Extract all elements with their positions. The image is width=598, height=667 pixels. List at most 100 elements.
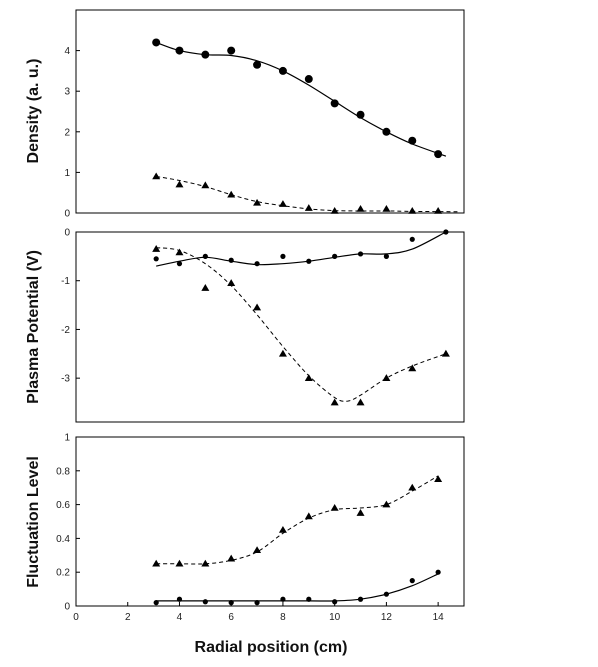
fluctuation-circle-point [435,569,441,575]
fluctuation-circle-series-line [156,573,439,602]
density-circle-point [201,50,210,59]
density-circle-point [253,60,262,69]
fluctuation-triangle-point [304,512,313,520]
fluctuation-circle-point [153,600,159,606]
density-triangle-point [356,204,365,212]
potential-circle-point [176,261,183,267]
density-circle-point [330,99,339,108]
potential-circle-point [409,236,415,242]
potential-triangle-series-line [156,247,447,402]
potential-y-ticks: 0 -1 -2 -3 [61,228,80,385]
density-circle-point [434,150,443,159]
density-circle-point [304,75,313,84]
potential-triangle-point [330,398,339,406]
potential-triangle-point [227,279,236,286]
fluctuation-circle-point [409,578,415,584]
density-triangle-point [304,204,313,211]
density-triangle-point [201,181,210,189]
fluctuation-triangle-point [356,509,365,516]
potential-circle-point [383,253,389,259]
density-circle-point [278,66,287,75]
density-y-ticks: 0 1 2 3 4 [64,46,80,220]
fluctuation-y-tick-label: 0.4 [56,534,70,545]
density-y-tick-label: 3 [64,87,70,98]
fluctuation-circle-point [254,600,260,606]
fluctuation-triangle-point [330,503,339,511]
x-tick-label: 0 [73,612,79,623]
fluctuation-circle-point [306,596,312,602]
potential-triangle-point [152,245,161,252]
density-circle-point [408,136,417,145]
fluctuation-circle-point [332,599,338,605]
density-triangle-point [152,172,161,180]
fluctuation-y-axis-label: Fluctuation Level [25,456,42,588]
potential-triangle-point [201,284,210,291]
potential-triangle-point [356,398,365,406]
density-circle-point [152,38,161,47]
density-triangle-point [175,180,184,188]
density-circle-series-line [156,41,447,157]
fluctuation-triangle-point [382,500,391,508]
fluctuation-circle-point [176,596,183,602]
density-y-axis-label: Density (a. u.) [25,59,42,164]
x-tick-label: 2 [125,612,131,623]
fluctuation-triangle-point [434,475,443,483]
potential-circle-point [228,257,234,263]
density-y-tick-label: 0 [64,209,70,220]
potential-triangle-point [408,364,417,372]
fluctuation-triangle-point [227,554,236,562]
fluctuation-triangle-series-line [156,475,439,565]
density-y-tick-label: 2 [64,127,70,138]
potential-circle-point [202,253,208,259]
density-circle-point [175,46,184,55]
potential-triangle-point [175,248,184,256]
fluctuation-series [152,475,443,606]
fluctuation-y-tick-label: 0.8 [56,466,70,477]
density-panel: 0 1 2 3 4 Density (a. u.) [25,9,465,220]
potential-panel: 0 -1 -2 -3 Plasma Potential (V) [25,228,465,423]
potential-triangle-point [278,349,287,357]
x-tick-label: 14 [433,612,445,623]
potential-plot-frame [75,231,465,423]
density-circle-point [227,46,236,55]
x-tick-label: 8 [280,612,286,623]
fluctuation-y-tick-label: 0.2 [56,568,70,579]
potential-y-tick-label: -1 [61,276,70,287]
fluctuation-triangle-point [278,525,287,533]
fluctuation-triangle-point [175,559,184,567]
fluctuation-triangle-point [253,546,262,554]
fluctuation-y-tick-label: 1 [64,433,70,444]
fluctuation-x-ticks: 0 2 4 6 8 10 12 14 [73,602,444,623]
potential-triangle-point [304,374,313,381]
x-tick-label: 6 [228,612,234,623]
density-circle-point [356,110,365,119]
density-plot-frame [75,9,465,214]
potential-triangle-point [441,349,450,357]
density-triangle-point [253,198,262,206]
density-series [152,38,459,214]
fluctuation-plot-frame [75,436,465,607]
density-y-tick-label: 1 [64,168,70,179]
fluctuation-triangle-point [152,559,161,567]
fluctuation-circle-point [383,591,389,597]
potential-y-tick-label: 0 [64,228,70,239]
density-triangle-series-line [156,176,459,213]
density-circle-point [382,127,391,136]
fluctuation-circle-point [202,599,208,605]
potential-triangle-point [382,374,391,381]
x-tick-label: 10 [329,612,341,623]
potential-circle-point [443,229,449,235]
potential-y-axis-label: Plasma Potential (V) [25,250,42,404]
fluctuation-circle-point [357,596,364,602]
density-y-tick-label: 4 [64,46,70,57]
density-triangle-point [408,206,417,214]
density-triangle-point [434,206,443,214]
fluctuation-y-tick-label: 0 [64,602,70,613]
potential-circle-series-line [156,231,447,267]
density-triangle-point [227,190,236,198]
density-triangle-point [382,204,391,212]
potential-circle-point [332,253,338,259]
fluctuation-circle-point [280,596,286,602]
potential-series [152,229,450,406]
